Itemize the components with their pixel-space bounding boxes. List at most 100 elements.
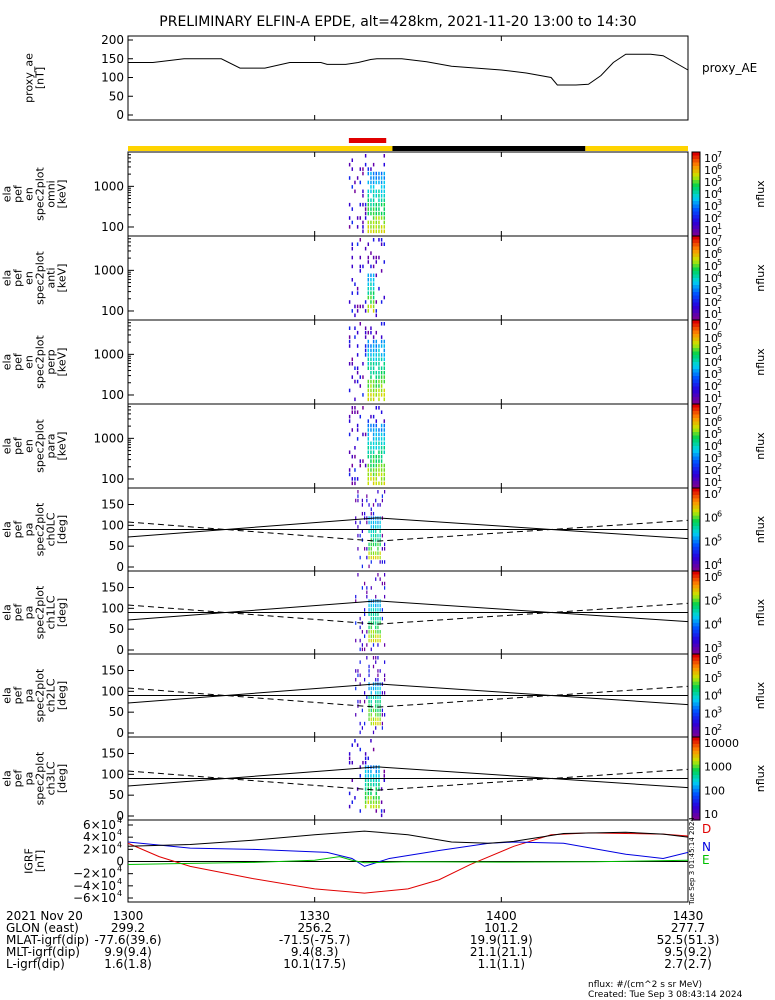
spectrogram-cell: [375, 708, 377, 713]
spectrogram-cell: [356, 743, 359, 747]
colorbar-tick-exponent: 5: [717, 670, 722, 679]
spectrogram-cell: [377, 721, 379, 726]
spectrogram-cell: [375, 189, 378, 194]
colorbar-cell: [692, 667, 700, 672]
spectrogram-cell: [375, 176, 378, 180]
units-note: nflux: #/(cm^2 s sr MeV): [588, 980, 702, 990]
spectrogram-cell: [372, 393, 375, 397]
spectrogram-cell: [383, 393, 386, 397]
colorbar-tick-exponent: 5: [717, 593, 722, 602]
igrf-ylabel-line: IGRF: [23, 848, 36, 874]
spectrogram-cell: [380, 202, 383, 207]
spectrogram-cell: [372, 304, 375, 309]
spectrogram-cell: [372, 520, 375, 525]
spectrogram-cell: [370, 616, 372, 621]
spectrogram-cell: [372, 695, 375, 700]
spectrogram-cell: [372, 804, 375, 809]
spectrogram-cell: [367, 286, 370, 291]
spectrogram-cell: [378, 238, 380, 242]
colorbar-cell: [692, 218, 700, 223]
spectrogram-cell: [348, 468, 351, 472]
proxy-ae-ytick-label: 150: [101, 52, 124, 66]
spectrogram-cell: [368, 520, 370, 525]
colorbar-tick-exponent: 4: [717, 354, 722, 363]
spectrogram-cell: [380, 463, 383, 468]
spectrogram-cell: [354, 397, 356, 402]
spectrogram-cell: [370, 472, 372, 477]
spectrogram-cell: [372, 286, 375, 291]
pitch-ytick-label: 150: [101, 498, 124, 512]
colorbar-tick-mantissa: 10: [704, 404, 718, 417]
spectrogram-cell: [370, 286, 372, 291]
spectrogram-cell: [379, 525, 381, 529]
igrf-ytick-exponent: 4: [117, 877, 122, 886]
colorbar-cell: [692, 629, 700, 634]
panel-ylabel-line: ela: [1, 270, 14, 287]
proxy-ae-ylabel-line: proxy_ae: [23, 53, 36, 103]
spectrogram-cell: [367, 339, 370, 344]
spectrogram-cell: [359, 322, 362, 326]
colorbar-cell: [692, 348, 700, 353]
spectrogram-cell: [367, 278, 370, 282]
energy-ytick-label: 1000: [93, 431, 124, 445]
spectrogram-cell: [380, 388, 383, 393]
spectrogram-cell: [366, 494, 368, 498]
spectrogram-cell: [367, 446, 370, 450]
spectrogram-cell: [375, 207, 378, 211]
spectrogram-cell: [375, 634, 377, 638]
spectrogram-cell: [383, 778, 386, 783]
igrf-ylabel: IGRF[nT]: [23, 848, 47, 874]
spectrogram-cell: [380, 809, 383, 813]
spectrogram-cell: [380, 375, 383, 379]
panel-ylabel-line: [keV]: [56, 348, 69, 377]
spectrogram-cell: [370, 612, 372, 617]
spectrogram-cell: [364, 202, 367, 207]
spectrogram-cell: [375, 638, 377, 643]
spectrogram-cell: [357, 494, 359, 498]
panel-ylabel-line: ela: [1, 186, 14, 203]
loss-cone-line: [127, 517, 689, 540]
spectrogram-cell: [378, 384, 380, 388]
spectrogram-cell: [367, 273, 370, 278]
spectrogram-cell: [380, 379, 383, 384]
colorbar-cell: [692, 463, 700, 468]
spectrogram-cell: [379, 538, 381, 542]
colorbar-cell: [692, 560, 700, 565]
spectrogram-cell: [383, 472, 386, 477]
spectrogram-cell: [367, 198, 370, 202]
anti-loss-cone-line: [127, 602, 689, 625]
spectrogram-cell: [359, 269, 362, 273]
spectrogram-cell: [378, 769, 380, 774]
spectrogram-cell: [375, 463, 378, 468]
spectrogram-cell: [372, 202, 375, 207]
spectrogram-cell: [380, 300, 383, 304]
colorbar-tick-exponent: 2: [717, 294, 722, 303]
spectrogram-cell: [367, 366, 370, 370]
spectrogram-cell: [367, 171, 370, 176]
colorbar-cell: [692, 404, 700, 409]
spectrogram-cell: [383, 295, 386, 300]
spectrogram-cell: [356, 353, 359, 357]
colorbar-cell: [692, 299, 700, 304]
spectrogram-cell: [378, 796, 380, 800]
spectrogram-cell: [364, 300, 367, 304]
spectrogram-cell: [367, 782, 370, 787]
spectrogram-cell: [372, 437, 375, 441]
spectrogram-cell: [372, 423, 375, 428]
colorbar-tick-mantissa: 10: [704, 272, 718, 285]
spectrogram-cell: [370, 634, 372, 638]
colorbar-cell: [692, 313, 700, 318]
colorbar-cell: [692, 379, 700, 384]
spectrogram-cell: [367, 229, 370, 234]
colorbar-tick-exponent: 6: [717, 652, 722, 661]
spectrogram-cell: [372, 533, 375, 538]
spectrogram-cell: [362, 202, 364, 207]
spectrogram-cell: [367, 180, 370, 185]
panel-ylabel-line: spec2plot: [34, 585, 47, 639]
spectrogram-cell: [375, 202, 378, 207]
spectrogram-cell: [375, 721, 377, 726]
colorbar-cell: [692, 166, 700, 171]
colorbar-cell: [692, 494, 700, 499]
spectrogram-cell: [367, 468, 370, 472]
spectrogram-cell: [359, 384, 362, 388]
